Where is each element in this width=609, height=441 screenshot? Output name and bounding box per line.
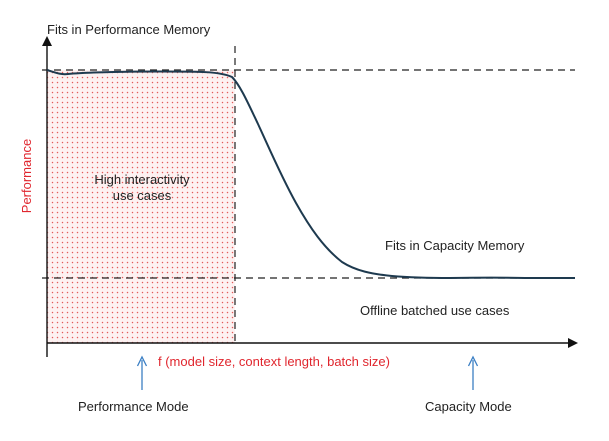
performance-memory-region [47,70,235,343]
y-axis-label: Performance [19,138,34,214]
x-axis-label: f (model size, context length, batch siz… [158,354,390,369]
performance-mode-label: Performance Mode [78,399,189,414]
offline-use-cases-label: Offline batched use cases [360,303,510,318]
y-axis-arrowhead [42,36,52,46]
high-interactivity-line2: use cases [112,188,172,203]
high-interactivity-line1: High interactivity [94,172,190,187]
performance-mode-arrow-icon [136,355,148,390]
capacity-zone-label: Fits in Capacity Memory [385,238,525,253]
top-zone-label: Fits in Performance Memory [47,22,211,37]
capacity-mode-label: Capacity Mode [425,399,512,414]
high-interactivity-label: High interactivity use cases [80,172,204,204]
performance-curve [46,69,575,280]
capacity-mode-arrow-icon [467,355,479,390]
x-axis-arrowhead [568,338,578,348]
